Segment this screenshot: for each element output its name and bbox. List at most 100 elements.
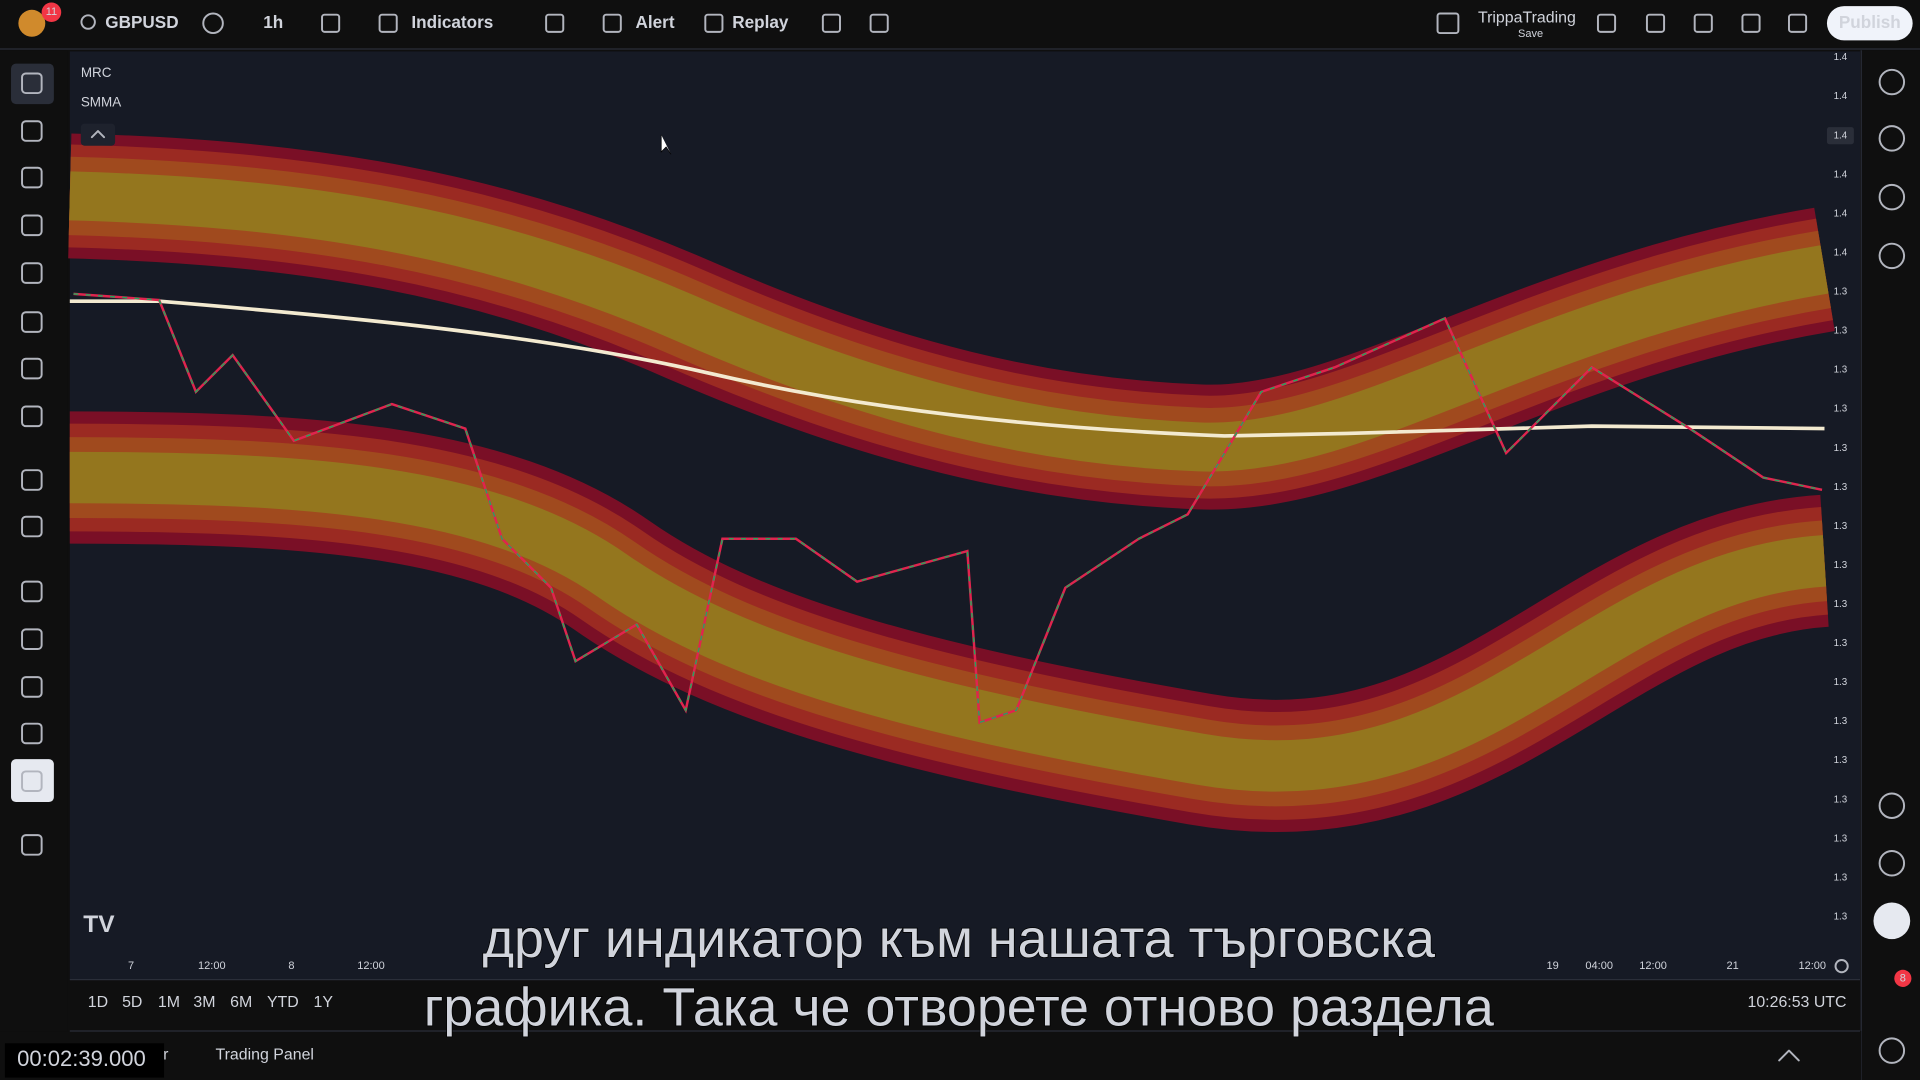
sidebar-icon[interactable] bbox=[1878, 68, 1906, 96]
price-label: 1.3 bbox=[1834, 482, 1848, 493]
toolbar-icon[interactable] bbox=[1693, 13, 1713, 33]
toolbar-icon[interactable] bbox=[704, 13, 724, 33]
price-label: 1.3 bbox=[1834, 404, 1848, 415]
price-label: 1.4 bbox=[1834, 169, 1848, 180]
settings-icon[interactable] bbox=[1834, 959, 1849, 974]
interval[interactable]: 1h bbox=[263, 12, 283, 32]
tool-icon[interactable] bbox=[21, 214, 43, 237]
left-toolbar bbox=[0, 50, 68, 1080]
price-label: 1.3 bbox=[1834, 911, 1848, 922]
tool-icon[interactable] bbox=[21, 834, 43, 856]
tool-icon[interactable] bbox=[21, 628, 43, 650]
range-button[interactable]: YTD bbox=[267, 994, 299, 1011]
top-bar bbox=[0, 0, 1920, 49]
range-button[interactable]: 3M bbox=[193, 994, 215, 1011]
toolbar-icon[interactable] bbox=[378, 13, 398, 33]
sidebar-icon[interactable] bbox=[1878, 125, 1906, 152]
sidebar-icon[interactable] bbox=[1878, 183, 1906, 211]
cursor bbox=[660, 134, 672, 155]
tool-icon[interactable] bbox=[21, 120, 43, 142]
sidebar-icon[interactable] bbox=[1878, 242, 1906, 270]
range-button[interactable]: 6M bbox=[230, 994, 252, 1011]
avatar[interactable] bbox=[18, 9, 46, 37]
range-button[interactable]: 1D bbox=[88, 994, 108, 1011]
time-label: 12:00 bbox=[1798, 960, 1826, 972]
replay-button[interactable]: Replay bbox=[732, 12, 789, 32]
layout-icon[interactable] bbox=[1436, 12, 1460, 35]
toolbar-icon[interactable] bbox=[321, 13, 341, 33]
tv-logo: TV bbox=[83, 911, 115, 938]
tool-icon[interactable] bbox=[21, 770, 43, 793]
toolbar-icon[interactable] bbox=[1788, 13, 1808, 33]
search-icon bbox=[80, 14, 96, 30]
tool-icon[interactable] bbox=[21, 166, 43, 189]
price-label: 1.3 bbox=[1834, 794, 1848, 805]
tool-icon[interactable] bbox=[21, 676, 43, 698]
range-button[interactable]: 1M bbox=[158, 994, 180, 1011]
subtitle: друг индикатор към нашата търговска bbox=[483, 909, 1435, 969]
sidebar-icon[interactable] bbox=[1878, 850, 1906, 877]
price-label: 1.3 bbox=[1834, 677, 1848, 688]
chevron-icon[interactable] bbox=[1778, 1049, 1800, 1062]
active-tool bbox=[11, 759, 54, 803]
band-inner bbox=[69, 171, 1829, 472]
publish-button[interactable] bbox=[1826, 6, 1913, 41]
tool-icon[interactable] bbox=[21, 311, 43, 333]
account-name[interactable]: TrippaTrading bbox=[1478, 10, 1576, 27]
legend-item: MRC bbox=[81, 65, 112, 80]
tool-icon[interactable] bbox=[21, 469, 43, 491]
toolbar-icon[interactable] bbox=[869, 13, 889, 33]
badge bbox=[41, 2, 62, 23]
price-label: 1.4 bbox=[1834, 91, 1848, 102]
alert-button[interactable]: Alert bbox=[636, 12, 675, 32]
apps-button[interactable] bbox=[1873, 902, 1911, 940]
toolbar-icon[interactable] bbox=[1596, 13, 1617, 33]
tool-icon[interactable] bbox=[21, 357, 43, 380]
price-label: 1.3 bbox=[1834, 638, 1848, 649]
time-label: 21 bbox=[1727, 960, 1739, 972]
toolbar-icon[interactable] bbox=[1741, 13, 1761, 33]
price-label: 1.4 bbox=[1834, 247, 1848, 258]
tool-icon[interactable] bbox=[21, 72, 43, 95]
badge-count: 8 bbox=[1900, 972, 1906, 984]
tool-icon[interactable] bbox=[21, 515, 43, 538]
price-label: 1.3 bbox=[1834, 365, 1848, 376]
symbol[interactable]: GBPUSD bbox=[105, 12, 178, 32]
toolbar-icon[interactable] bbox=[602, 13, 622, 33]
toolbar-icon[interactable] bbox=[821, 13, 841, 33]
indicators-button[interactable]: Indicators bbox=[411, 12, 493, 32]
time-label: 8 bbox=[288, 960, 294, 972]
sidebar-icon[interactable] bbox=[1878, 792, 1906, 819]
chevron-icon bbox=[90, 130, 106, 139]
collapse-button[interactable] bbox=[80, 123, 116, 146]
toolbar-icon[interactable] bbox=[1645, 13, 1666, 33]
tool-icon[interactable] bbox=[21, 722, 43, 745]
clock: 10:26:53 UTC bbox=[1747, 994, 1846, 1011]
tool-icon[interactable] bbox=[21, 580, 43, 603]
tool-icon[interactable] bbox=[21, 405, 43, 428]
range-button[interactable]: 1Y bbox=[314, 994, 334, 1011]
timestamp-bg bbox=[4, 1043, 165, 1078]
price-label: 1.4 bbox=[1834, 208, 1848, 219]
legend-item: SMMA bbox=[81, 94, 121, 109]
toolbar-icon[interactable] bbox=[545, 13, 565, 33]
publish-button-label[interactable]: Publish bbox=[1839, 12, 1901, 32]
price-highlight bbox=[1826, 127, 1854, 145]
price-label: 1.3 bbox=[1834, 521, 1848, 532]
save-status: Save bbox=[1518, 28, 1543, 40]
sidebar-icon[interactable] bbox=[1878, 1037, 1906, 1064]
badge bbox=[1894, 969, 1912, 987]
price-label: 1.3 bbox=[1834, 560, 1848, 571]
add-icon[interactable] bbox=[202, 12, 224, 35]
price-label: 1.4 bbox=[1834, 130, 1848, 141]
range-button[interactable]: 5D bbox=[122, 994, 142, 1011]
price-label: 1.3 bbox=[1834, 326, 1848, 337]
time-label: 04:00 bbox=[1585, 960, 1613, 972]
tool-icon[interactable] bbox=[21, 262, 43, 284]
mrc-bands bbox=[68, 133, 1835, 832]
time-label: 12:00 bbox=[357, 960, 385, 972]
active-tool bbox=[11, 63, 54, 105]
bottom-tab[interactable]: Trading Panel bbox=[216, 1047, 314, 1064]
price-label: 1.3 bbox=[1834, 755, 1848, 766]
